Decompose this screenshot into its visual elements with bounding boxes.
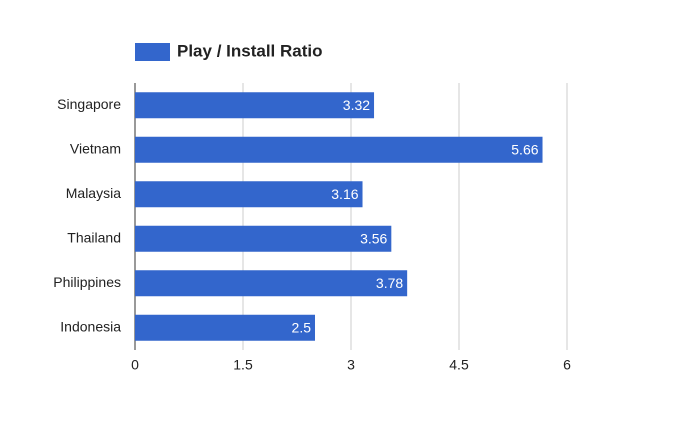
bar: [135, 270, 408, 297]
x-tick-label: 0: [131, 357, 139, 373]
y-tick-label: Indonesia: [60, 318, 121, 334]
bar: [135, 136, 543, 163]
y-tick-label: Thailand: [67, 229, 121, 245]
legend-label: Play / Install Ratio: [177, 41, 323, 60]
x-tick-label: 3: [347, 357, 355, 373]
bar: [135, 92, 375, 119]
data-label: 3.16: [331, 186, 358, 202]
data-label: 2.5: [292, 319, 312, 335]
bar: [135, 181, 363, 208]
x-tick-label: 1.5: [233, 357, 253, 373]
x-tick-label: 6: [563, 357, 571, 373]
y-tick-label: Malaysia: [66, 185, 121, 201]
bar: [135, 314, 315, 341]
y-tick-label: Singapore: [57, 96, 121, 112]
data-label: 5.66: [511, 141, 538, 157]
y-tick-label: Vietnam: [70, 140, 121, 156]
data-label: 3.56: [360, 230, 387, 246]
bar: [135, 225, 392, 252]
legend-swatch: [135, 43, 170, 61]
data-label: 3.78: [376, 275, 403, 291]
data-label: 3.32: [343, 97, 370, 113]
x-tick-label: 4.5: [449, 357, 469, 373]
y-tick-label: Philippines: [53, 274, 121, 290]
